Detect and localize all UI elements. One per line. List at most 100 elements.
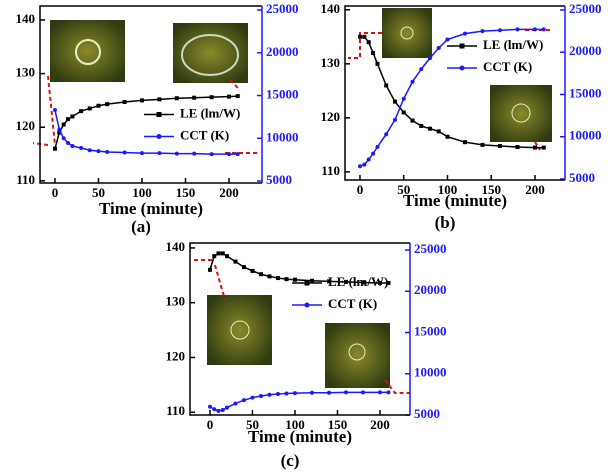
marker [216, 409, 220, 413]
marker [70, 114, 74, 118]
y-tick-label: 140 [16, 11, 36, 26]
marker [53, 147, 57, 151]
marker [236, 94, 240, 98]
legend-label: LE (lm/W) [483, 37, 543, 52]
y2-tick-label: 20000 [414, 282, 447, 297]
marker [267, 393, 271, 397]
marker [293, 278, 297, 282]
marker [267, 274, 271, 278]
x-tick-label: 100 [132, 185, 152, 200]
marker [410, 119, 414, 123]
marker [123, 151, 127, 155]
x-tick-label: 0 [52, 185, 59, 200]
marker [225, 406, 229, 410]
x-tick-label: 0 [357, 182, 364, 197]
y2-tick-label: 10000 [569, 128, 602, 143]
legend-label: CCT (K) [328, 296, 377, 311]
legend-label: LE (lm/W) [328, 274, 388, 289]
marker [70, 144, 74, 148]
marker [344, 390, 348, 394]
legend-marker [460, 44, 465, 49]
marker [88, 148, 92, 152]
y2-tick-label: 5000 [414, 406, 440, 421]
marker [445, 38, 449, 42]
marker [221, 251, 225, 255]
panel-label: (a) [131, 217, 151, 236]
y-tick-label: 110 [321, 163, 340, 178]
marker [327, 391, 331, 395]
marker [276, 276, 280, 280]
y2-tick-label: 20000 [569, 43, 602, 58]
marker [96, 149, 100, 153]
x-tick-label: 200 [525, 182, 545, 197]
marker [367, 40, 371, 44]
y2-tick-label: 15000 [569, 85, 602, 100]
marker [393, 118, 397, 122]
marker [384, 83, 388, 87]
marker [140, 151, 144, 155]
marker [242, 398, 246, 402]
marker [123, 100, 127, 104]
legend-marker [305, 303, 310, 308]
y-tick-label: 130 [166, 294, 186, 309]
x-tick-label: 150 [176, 185, 196, 200]
y2-tick-label: 25000 [414, 241, 447, 256]
marker [57, 128, 61, 132]
marker [402, 97, 406, 101]
panel-label: (b) [435, 213, 456, 232]
marker [276, 392, 280, 396]
marker [437, 46, 441, 50]
marker [62, 136, 66, 140]
marker [533, 27, 537, 31]
y-tick-label: 110 [16, 172, 35, 187]
legend-marker [157, 134, 162, 139]
marker [463, 32, 467, 36]
marker [96, 104, 100, 108]
marker [378, 390, 382, 394]
marker [375, 62, 379, 66]
series-line [210, 392, 389, 411]
y2-tick-label: 25000 [569, 1, 602, 16]
marker [498, 28, 502, 32]
marker [480, 29, 484, 33]
y2-tick-label: 10000 [266, 129, 299, 144]
marker [437, 129, 441, 133]
marker [242, 265, 246, 269]
marker [79, 146, 83, 150]
marker [358, 164, 362, 168]
x-tick-label: 200 [219, 185, 239, 200]
marker [362, 35, 366, 39]
legend-marker [305, 281, 310, 286]
marker [259, 394, 263, 398]
marker [375, 145, 379, 149]
legend-marker [157, 112, 162, 117]
x-tick-label: 200 [370, 417, 390, 432]
marker [227, 152, 231, 156]
marker [66, 141, 70, 145]
marker [410, 80, 414, 84]
marker [284, 277, 288, 281]
y-tick-label: 140 [166, 239, 186, 254]
x-tick-label: 50 [92, 185, 105, 200]
legend-label: CCT (K) [180, 127, 229, 142]
marker [192, 152, 196, 156]
photo [207, 295, 272, 365]
marker [384, 132, 388, 136]
marker [419, 124, 423, 128]
marker [284, 392, 288, 396]
x-axis-title: Time (minute) [248, 427, 352, 446]
marker [293, 391, 297, 395]
marker [361, 390, 365, 394]
marker [157, 151, 161, 155]
marker [542, 27, 546, 31]
marker [419, 67, 423, 71]
photo [382, 8, 432, 58]
marker [250, 396, 254, 400]
legend-label: LE (lm/W) [180, 105, 240, 120]
marker [362, 163, 366, 167]
marker [175, 152, 179, 156]
photo [50, 20, 125, 82]
y-tick-label: 130 [321, 55, 341, 70]
marker [463, 140, 467, 144]
marker [221, 408, 225, 412]
